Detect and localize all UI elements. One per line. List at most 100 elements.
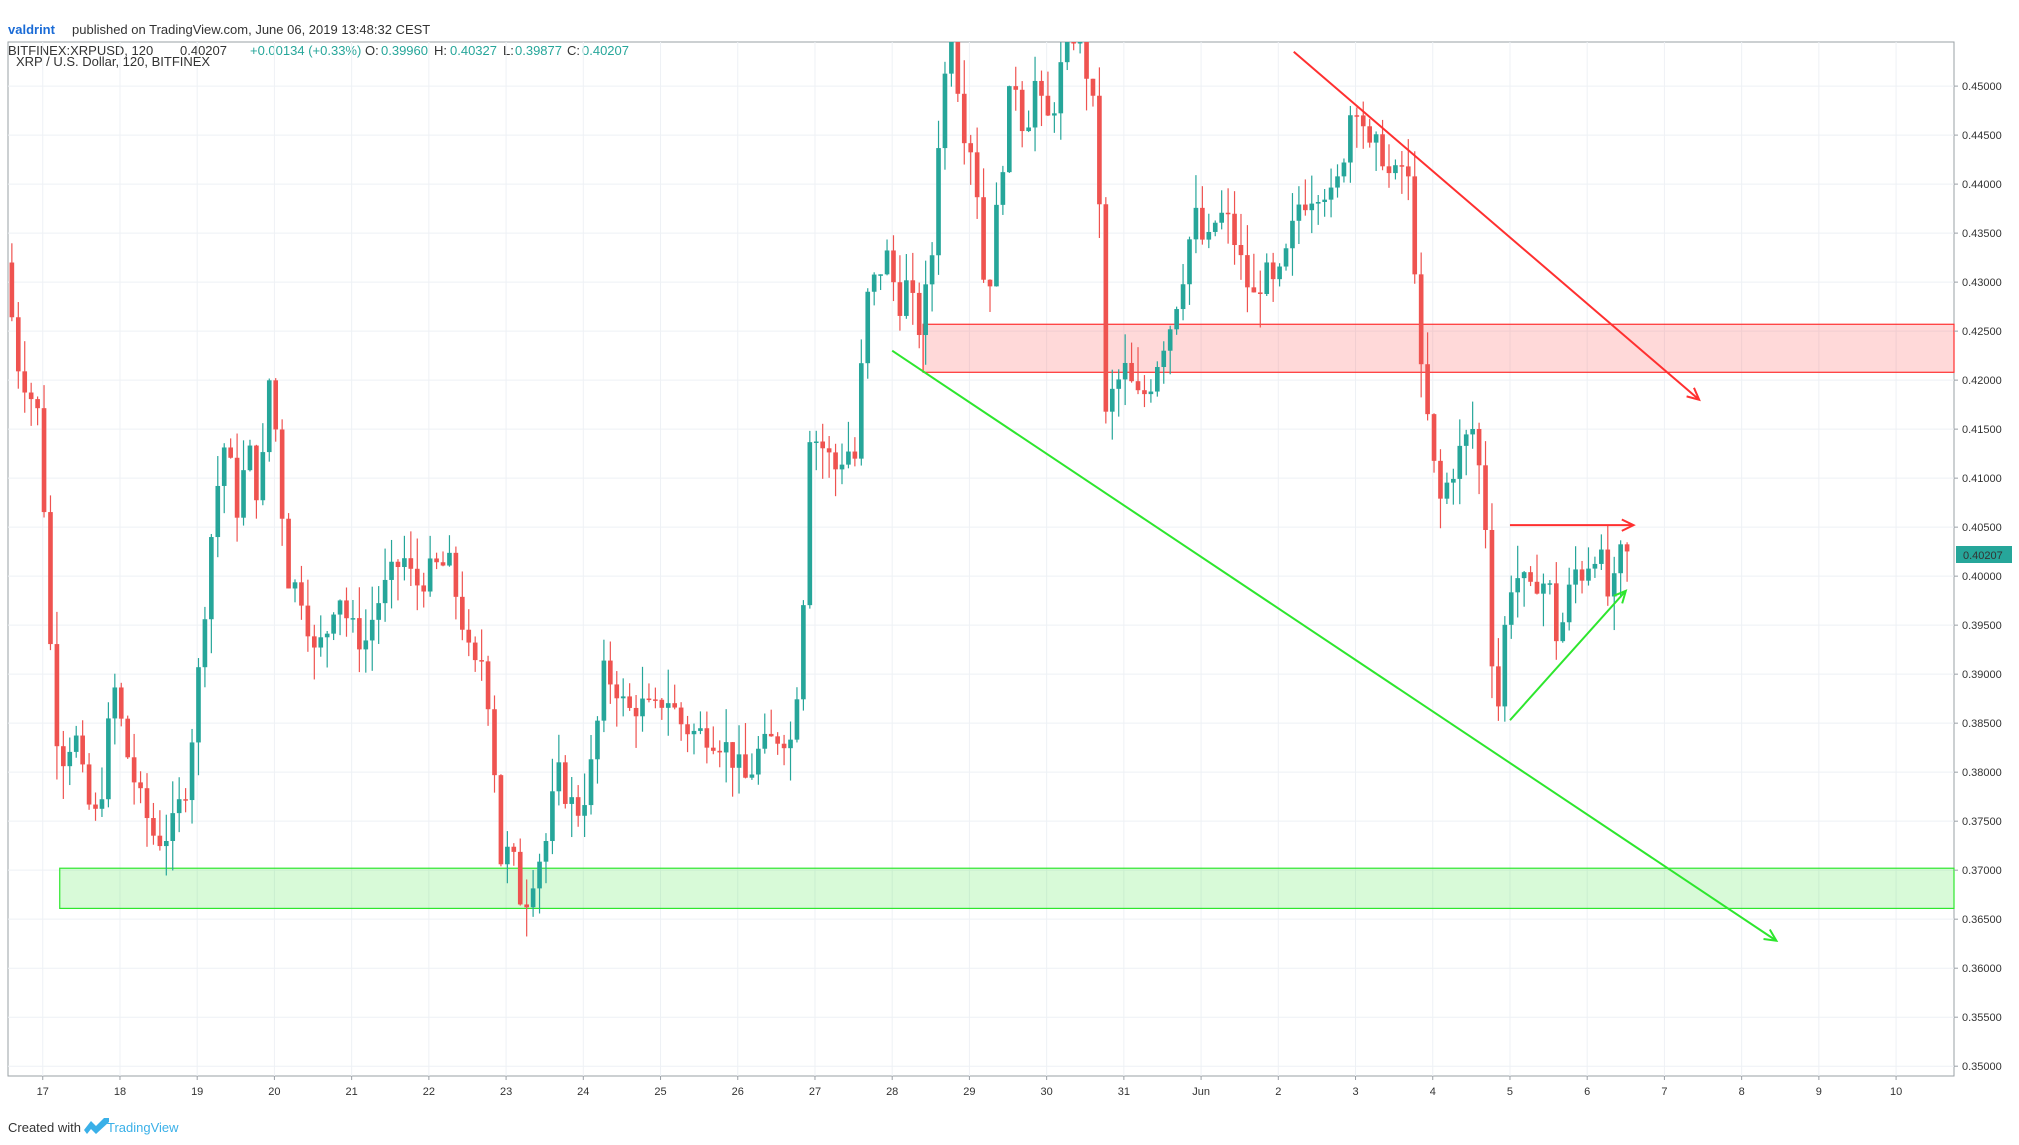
candle-body[interactable]	[1451, 478, 1456, 483]
candle-body[interactable]	[614, 684, 620, 699]
candle-body[interactable]	[1354, 115, 1360, 117]
candle-body[interactable]	[324, 633, 330, 638]
candle-body[interactable]	[1155, 367, 1160, 392]
candle-body[interactable]	[1277, 266, 1282, 280]
candle-body[interactable]	[1489, 529, 1495, 667]
candle-body[interactable]	[794, 699, 800, 740]
candle-body[interactable]	[22, 371, 28, 393]
candle-body[interactable]	[1180, 284, 1186, 310]
candle-body[interactable]	[337, 600, 343, 615]
candle-body[interactable]	[1322, 199, 1327, 202]
candle-body[interactable]	[157, 835, 163, 847]
candle-body[interactable]	[929, 255, 935, 285]
candle-body[interactable]	[640, 698, 645, 717]
candle-body[interactable]	[633, 707, 639, 717]
candle-body[interactable]	[1193, 207, 1199, 240]
candle-body[interactable]	[1219, 212, 1224, 223]
candle-body[interactable]	[421, 585, 427, 592]
candle-body[interactable]	[1483, 465, 1488, 530]
candle-body[interactable]	[1148, 391, 1154, 395]
candle-body[interactable]	[118, 687, 124, 719]
candle-body[interactable]	[170, 813, 176, 841]
candle-body[interactable]	[1283, 248, 1289, 267]
candle-body[interactable]	[73, 735, 79, 752]
candle-body[interactable]	[15, 317, 21, 372]
candle-body[interactable]	[498, 775, 504, 865]
candle-body[interactable]	[653, 699, 658, 701]
candle-body[interactable]	[402, 558, 407, 568]
candle-body[interactable]	[1129, 362, 1134, 382]
candle-body[interactable]	[762, 733, 768, 749]
price-axis[interactable]: 0.35000 0.35500 0.36000 0.36500 0.37000 0.375…	[1954, 81, 2002, 1073]
candle-body[interactable]	[35, 399, 40, 409]
candle-body[interactable]	[562, 762, 568, 804]
candle-body[interactable]	[28, 392, 34, 400]
candle-body[interactable]	[968, 143, 974, 153]
candle-body[interactable]	[530, 888, 536, 908]
candle-body[interactable]	[427, 558, 433, 592]
candle-body[interactable]	[80, 735, 85, 765]
candle-body[interactable]	[987, 279, 993, 287]
candle-body[interactable]	[1380, 134, 1385, 167]
candle-body[interactable]	[994, 204, 999, 287]
candle-body[interactable]	[1000, 172, 1006, 205]
candle-body[interactable]	[1257, 292, 1263, 295]
candle-body[interactable]	[1515, 578, 1521, 593]
candle-body[interactable]	[1064, 42, 1070, 63]
candle-body[interactable]	[189, 742, 195, 801]
candle-body[interactable]	[311, 636, 317, 648]
candle-body[interactable]	[1335, 176, 1340, 188]
candle-body[interactable]	[852, 451, 858, 459]
candle-body[interactable]	[1200, 207, 1205, 240]
candle-body[interactable]	[1508, 592, 1514, 625]
candle-body[interactable]	[1212, 222, 1218, 232]
candle-body[interactable]	[106, 718, 111, 800]
candle-body[interactable]	[1348, 115, 1353, 163]
candle-body[interactable]	[234, 457, 240, 518]
candle-body[interactable]	[826, 448, 832, 453]
candle-body[interactable]	[691, 730, 697, 735]
candle-body[interactable]	[775, 736, 780, 744]
candle-body[interactable]	[942, 73, 948, 149]
candle-body[interactable]	[620, 696, 626, 699]
candle-body[interactable]	[1103, 204, 1109, 412]
candle-body[interactable]	[48, 512, 53, 645]
candle-body[interactable]	[434, 558, 439, 563]
candle-body[interactable]	[273, 380, 279, 430]
candle-body[interactable]	[923, 284, 928, 336]
candle-body[interactable]	[1238, 245, 1244, 256]
candle-body[interactable]	[1039, 80, 1044, 96]
candle-body[interactable]	[1303, 204, 1308, 211]
candle-body[interactable]	[1135, 381, 1141, 391]
candle-body[interactable]	[813, 441, 819, 444]
candle-body[interactable]	[511, 846, 517, 852]
candle-body[interactable]	[1573, 569, 1578, 585]
candle-body[interactable]	[466, 629, 472, 643]
candle-body[interactable]	[801, 605, 806, 700]
candle-body[interactable]	[723, 742, 729, 753]
candle-body[interactable]	[151, 818, 156, 836]
candle-body[interactable]	[382, 579, 388, 604]
candle-body[interactable]	[241, 470, 246, 518]
candle-body[interactable]	[453, 552, 459, 597]
candle-body[interactable]	[865, 291, 871, 364]
candle-body[interactable]	[376, 603, 381, 620]
candle-body[interactable]	[1058, 62, 1064, 114]
candle-body[interactable]	[389, 561, 394, 580]
candle-body[interactable]	[736, 754, 742, 768]
candle-body[interactable]	[247, 445, 253, 471]
candle-body[interactable]	[196, 667, 201, 743]
candle-body[interactable]	[910, 280, 916, 293]
candle-body[interactable]	[1270, 262, 1276, 280]
candle-body[interactable]	[61, 746, 66, 767]
candle-body[interactable]	[550, 791, 555, 842]
candle-body[interactable]	[1167, 329, 1173, 351]
candle-body[interactable]	[717, 750, 723, 753]
candle-body[interactable]	[1232, 213, 1237, 246]
candle-body[interactable]	[949, 42, 954, 74]
candle-body[interactable]	[749, 774, 755, 778]
candle-body[interactable]	[575, 797, 581, 816]
candle-body[interactable]	[916, 292, 922, 336]
candle-body[interactable]	[1412, 176, 1418, 275]
candle-body[interactable]	[86, 764, 92, 805]
